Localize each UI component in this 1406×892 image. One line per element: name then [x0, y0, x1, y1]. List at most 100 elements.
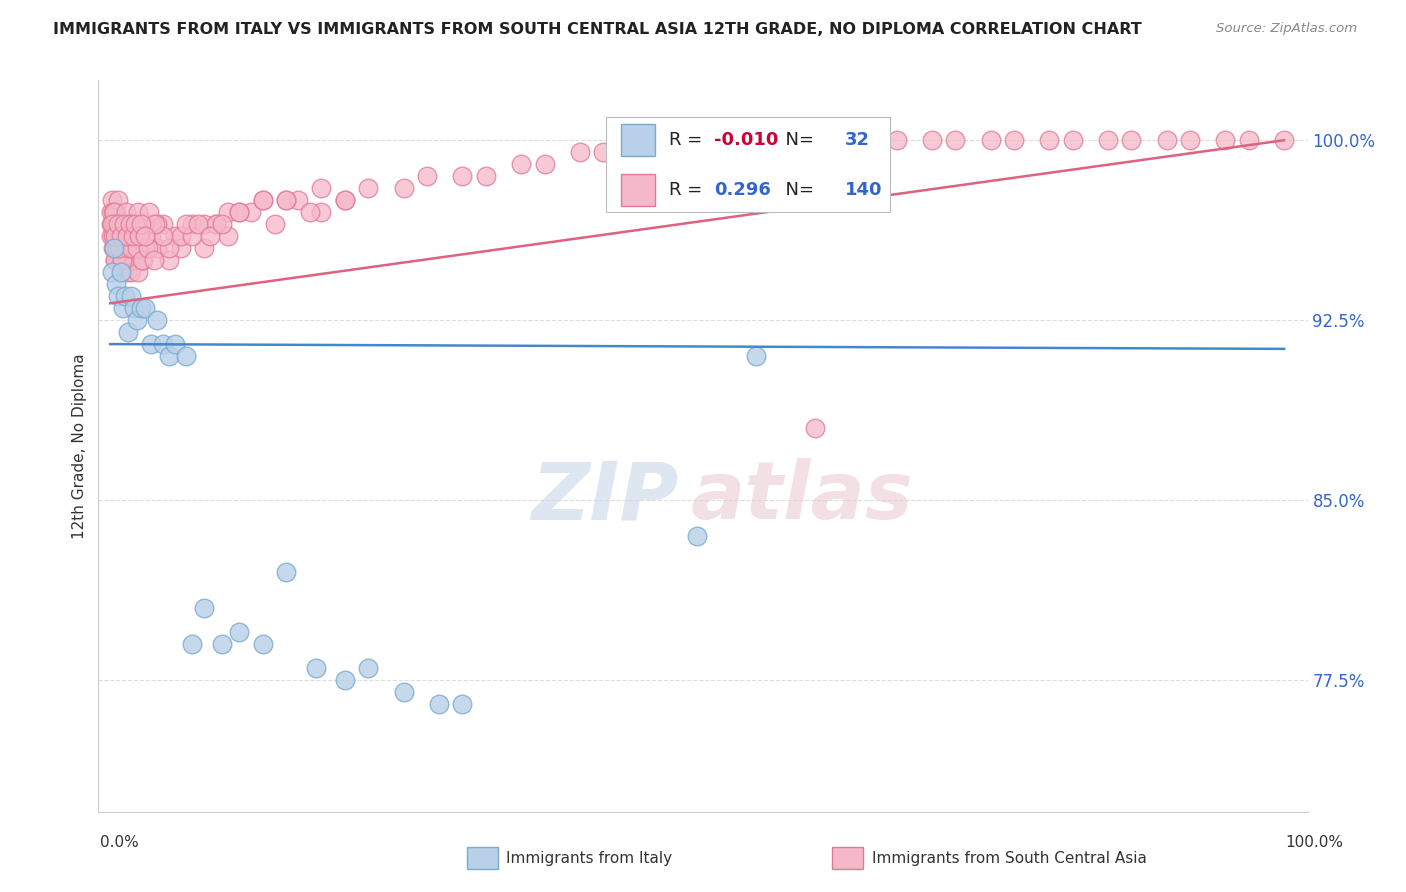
Text: IMMIGRANTS FROM ITALY VS IMMIGRANTS FROM SOUTH CENTRAL ASIA 12TH GRADE, NO DIPLO: IMMIGRANTS FROM ITALY VS IMMIGRANTS FROM…	[53, 22, 1142, 37]
Point	[101, 229, 124, 244]
Point	[1237, 133, 1260, 147]
Point	[163, 229, 186, 244]
Point	[827, 133, 849, 147]
Point	[311, 181, 333, 195]
Point	[104, 253, 127, 268]
Point	[122, 229, 145, 244]
Point	[118, 217, 141, 231]
Point	[136, 241, 159, 255]
Point	[152, 337, 174, 351]
Point	[111, 241, 134, 255]
Point	[193, 241, 215, 255]
Point	[134, 301, 156, 315]
Point	[886, 133, 908, 147]
Point	[745, 349, 768, 363]
Point	[108, 241, 131, 255]
Point	[110, 265, 132, 279]
Point	[157, 253, 180, 268]
Point	[108, 217, 131, 231]
Point	[105, 217, 128, 231]
Point	[204, 217, 226, 231]
Point	[127, 265, 149, 279]
Point	[117, 241, 139, 255]
Point	[101, 241, 124, 255]
Point	[115, 229, 138, 244]
Point	[103, 241, 125, 255]
Point	[129, 301, 152, 315]
Point	[105, 241, 128, 255]
Point	[107, 289, 129, 303]
Point	[1038, 133, 1060, 147]
Point	[114, 229, 136, 244]
Point	[392, 685, 415, 699]
Point	[187, 217, 209, 231]
Point	[427, 697, 450, 711]
Point	[252, 193, 274, 207]
Point	[1272, 133, 1295, 147]
Text: N=: N=	[775, 181, 820, 199]
Bar	[621, 124, 655, 156]
Point	[181, 217, 204, 231]
Point	[141, 229, 163, 244]
Text: N=: N=	[775, 131, 820, 149]
Point	[120, 241, 142, 255]
Point	[114, 217, 136, 231]
Point	[651, 145, 673, 160]
Point	[112, 301, 135, 315]
Point	[104, 229, 127, 244]
Point	[276, 193, 298, 207]
Point	[100, 229, 122, 244]
Point	[129, 241, 152, 255]
Point	[110, 253, 132, 268]
Point	[710, 133, 733, 147]
Text: Source: ZipAtlas.com: Source: ZipAtlas.com	[1216, 22, 1357, 36]
Point	[125, 229, 148, 244]
Point	[228, 205, 250, 219]
Point	[108, 241, 131, 255]
Point	[128, 229, 150, 244]
Point	[451, 697, 474, 711]
Point	[105, 217, 128, 231]
Point	[101, 217, 124, 231]
Point	[803, 421, 825, 435]
FancyBboxPatch shape	[606, 117, 890, 212]
Point	[745, 133, 768, 147]
Point	[276, 193, 298, 207]
Point	[115, 265, 138, 279]
Point	[117, 241, 139, 255]
Point	[107, 193, 129, 207]
Text: R =: R =	[669, 131, 709, 149]
Point	[103, 241, 125, 255]
Point	[105, 241, 128, 255]
Point	[103, 217, 125, 231]
Point	[122, 301, 145, 315]
Point	[103, 205, 125, 219]
Point	[129, 217, 152, 231]
Point	[304, 661, 326, 675]
Point	[122, 253, 145, 268]
Point	[120, 229, 142, 244]
Point	[475, 169, 498, 184]
Point	[211, 217, 233, 231]
Point	[110, 217, 132, 231]
Point	[276, 565, 298, 579]
Point	[533, 157, 555, 171]
Point	[152, 217, 174, 231]
Text: Immigrants from Italy: Immigrants from Italy	[506, 851, 672, 865]
Point	[141, 337, 163, 351]
Point	[120, 265, 142, 279]
Point	[311, 205, 333, 219]
Point	[803, 133, 825, 147]
Point	[112, 229, 135, 244]
Point	[157, 349, 180, 363]
Point	[157, 241, 180, 255]
Point	[862, 133, 884, 147]
Point	[176, 217, 198, 231]
Point	[108, 217, 131, 231]
Point	[163, 337, 186, 351]
Point	[127, 205, 149, 219]
Point	[124, 217, 146, 231]
Point	[132, 253, 155, 268]
Point	[198, 229, 221, 244]
Point	[211, 637, 233, 651]
